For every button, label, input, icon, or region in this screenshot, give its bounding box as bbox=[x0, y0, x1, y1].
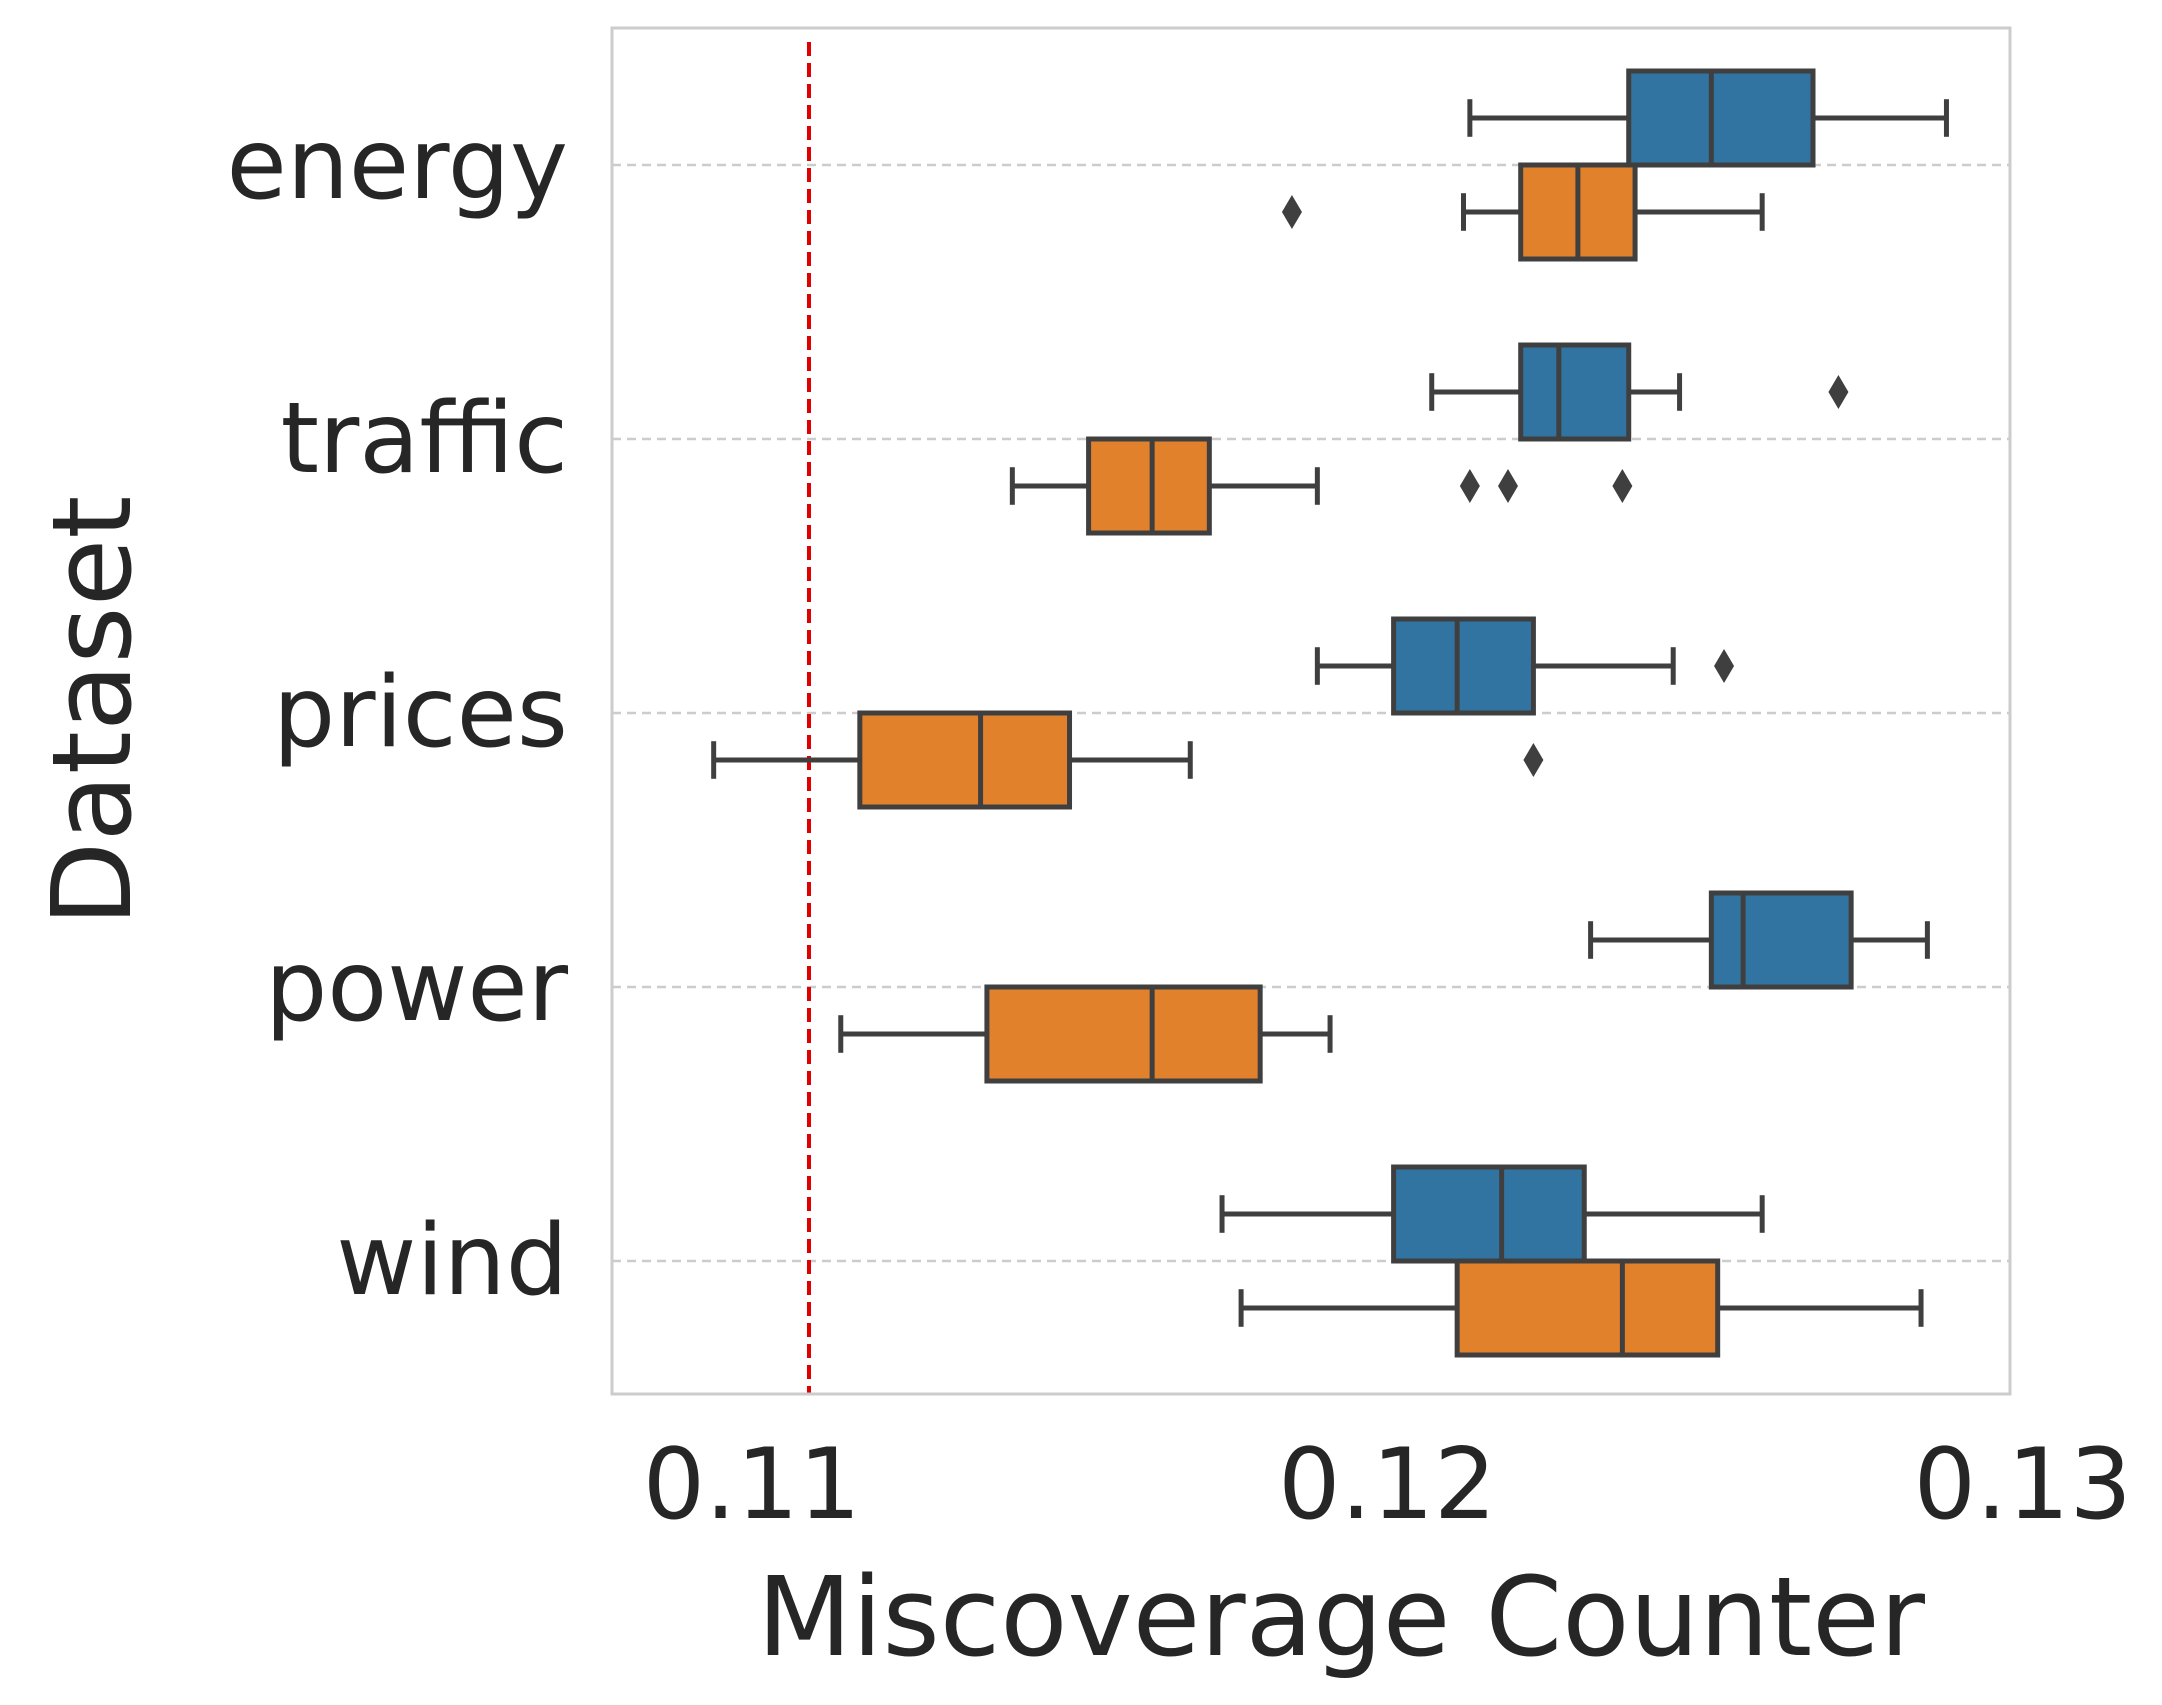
y-tick-label-energy: energy bbox=[227, 108, 568, 222]
iqr-box-wind bbox=[1391, 1164, 1587, 1264]
plot-frame bbox=[610, 26, 2012, 1396]
outlier-traffic-0 bbox=[1828, 375, 1849, 409]
box-power-series-2 bbox=[838, 984, 1333, 1084]
x-tick-labels: 0.11 0.12 0.13 bbox=[643, 1428, 2132, 1542]
y-axis-label: Dataset bbox=[28, 496, 156, 927]
outlier-traffic-0 bbox=[1459, 469, 1480, 503]
box-wind-series-2 bbox=[1238, 1258, 1924, 1358]
outlier-energy-0 bbox=[1281, 195, 1302, 229]
box-wind-series-1 bbox=[1219, 1164, 1765, 1264]
iqr-box-power bbox=[1708, 890, 1854, 990]
iqr-box-energy bbox=[1626, 68, 1816, 168]
box-prices-series-1 bbox=[1314, 616, 1735, 716]
outlier-traffic-1 bbox=[1497, 469, 1518, 503]
box-traffic-series-1 bbox=[1429, 342, 1849, 442]
y-tick-labels: energy traffic prices power wind bbox=[227, 108, 569, 1318]
y-tick-label-power: power bbox=[265, 930, 569, 1044]
x-tick-label: 0.12 bbox=[1278, 1428, 1496, 1542]
y-tick-label-traffic: traffic bbox=[281, 382, 568, 496]
box-energy-series-1 bbox=[1467, 68, 1949, 168]
iqr-box-prices bbox=[857, 710, 1073, 810]
outlier-prices-0 bbox=[1523, 743, 1544, 777]
box-prices-series-2 bbox=[711, 710, 1544, 810]
box-traffic-series-2 bbox=[1009, 436, 1633, 536]
outlier-traffic-2 bbox=[1612, 469, 1633, 503]
iqr-box-traffic bbox=[1518, 342, 1632, 442]
y-gridlines bbox=[612, 163, 2010, 1263]
box-layer bbox=[711, 68, 1949, 1358]
iqr-box-prices bbox=[1391, 616, 1536, 716]
box-power-series-1 bbox=[1588, 890, 1930, 990]
iqr-box-traffic bbox=[1086, 436, 1212, 536]
x-tick-label: 0.13 bbox=[1914, 1428, 2132, 1542]
outlier-prices-0 bbox=[1714, 649, 1735, 683]
y-tick-label-prices: prices bbox=[273, 656, 568, 770]
iqr-box-wind bbox=[1454, 1258, 1721, 1358]
box-energy-series-2 bbox=[1281, 162, 1765, 262]
iqr-box-power bbox=[984, 984, 1263, 1084]
x-axis-label: Miscoverage Counter bbox=[757, 1553, 1926, 1681]
x-tick-label: 0.11 bbox=[643, 1428, 861, 1542]
y-tick-label-wind: wind bbox=[336, 1204, 568, 1318]
